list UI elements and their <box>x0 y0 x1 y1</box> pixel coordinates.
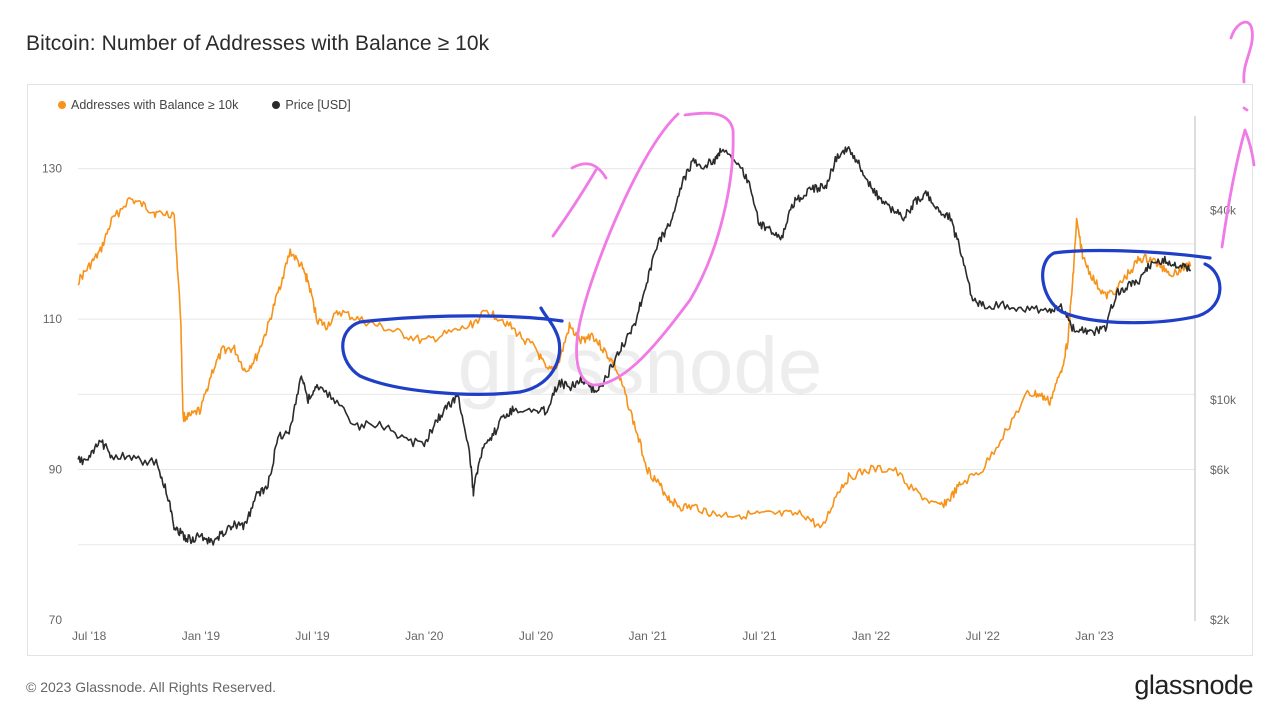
pink-annotation-loop <box>575 111 735 387</box>
x-tick-label: Jul '18 <box>72 629 107 643</box>
x-tick-label: Jan '20 <box>405 629 444 643</box>
grid-lines <box>78 116 1196 621</box>
legend-label-price: Price [USD] <box>285 98 351 112</box>
y-axis-left: 130 110 90 70 <box>42 162 62 627</box>
legend-item-addresses[interactable]: Addresses with Balance ≥ 10k <box>58 98 238 112</box>
x-tick-label: Jan '22 <box>852 629 891 643</box>
y-right-tick-label: $40k <box>1210 204 1237 218</box>
brand-logo: glassnode <box>1134 670 1253 700</box>
copyright-footer: © 2023 Glassnode. All Rights Reserved. <box>26 679 277 695</box>
y-right-tick-label: $2k <box>1210 613 1230 627</box>
blue-annotation-circle-right <box>1041 248 1222 325</box>
y-left-tick-label: 110 <box>43 312 62 326</box>
y-left-tick-label: 130 <box>42 162 62 176</box>
y-left-tick-label: 90 <box>49 463 63 477</box>
y-right-tick-label: $6k <box>1210 463 1230 477</box>
x-tick-label: Jan '23 <box>1075 629 1114 643</box>
series-line-price <box>77 146 1192 546</box>
chart-legend: Addresses with Balance ≥ 10k Price [USD] <box>58 98 351 112</box>
y-right-tick-label: $10k <box>1210 393 1237 407</box>
chart-panel <box>27 84 1253 656</box>
x-tick-label: Jan '21 <box>629 629 668 643</box>
pink-annotation-question-mark <box>1220 20 1256 249</box>
legend-item-price[interactable]: Price [USD] <box>272 98 351 112</box>
chart-title: Bitcoin: Number of Addresses with Balanc… <box>26 32 490 55</box>
legend-label-addresses: Addresses with Balance ≥ 10k <box>71 98 239 112</box>
x-tick-label: Jul '20 <box>519 629 554 643</box>
legend-dot-addresses <box>58 101 66 109</box>
x-axis: Jul '18 Jan '19 Jul '19 Jan '20 Jul '20 Jan '… <box>72 629 1114 643</box>
watermark-text: glassnode <box>458 321 823 410</box>
legend-dot-price <box>272 101 281 109</box>
y-left-tick-label: 70 <box>49 613 63 627</box>
x-tick-label: Jul '19 <box>295 629 330 643</box>
x-tick-label: Jan '19 <box>182 629 221 643</box>
pink-annotation-arrow <box>551 162 608 238</box>
x-tick-label: Jul '21 <box>742 629 777 643</box>
x-tick-label: Jul '22 <box>966 629 1001 643</box>
annotations <box>341 20 1256 396</box>
y-axis-right: $40k $10k $6k $2k <box>1210 204 1237 627</box>
blue-annotation-circle-left <box>341 306 564 396</box>
